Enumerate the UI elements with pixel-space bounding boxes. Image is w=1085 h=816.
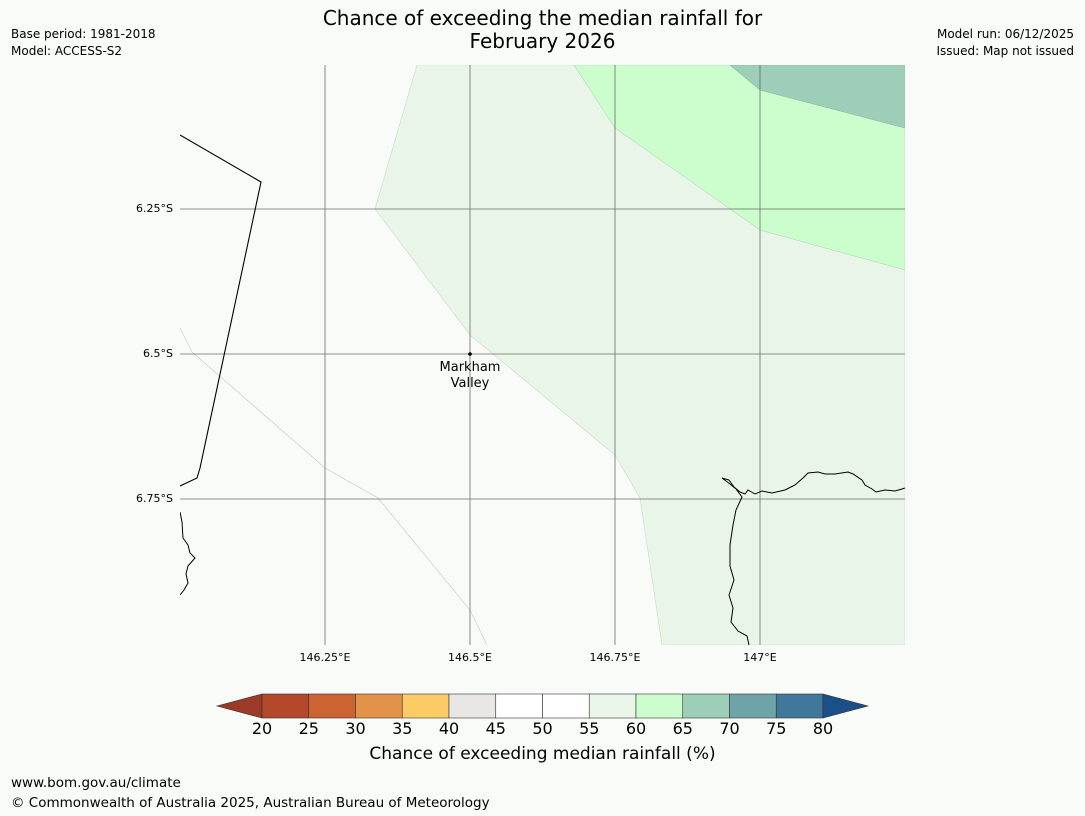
map-title-line2: February 2026 bbox=[469, 29, 616, 53]
map-title-line1: Chance of exceeding the median rainfall … bbox=[322, 6, 763, 30]
map-title: Chance of exceeding the median rainfall … bbox=[0, 7, 1085, 53]
lat-label-6-25: 6.25°S bbox=[136, 202, 173, 215]
place-marker bbox=[468, 352, 472, 356]
meta-right: Model run: 06/12/2025 Issued: Map not is… bbox=[936, 26, 1074, 60]
lon-label-147: 147°E bbox=[743, 651, 777, 664]
contour-line bbox=[180, 327, 488, 645]
colorbar-tick-label: 75 bbox=[766, 719, 787, 738]
lon-label-146-75: 146.75°E bbox=[589, 651, 641, 664]
colorbar-segment-35-40 bbox=[401, 693, 450, 719]
colorbar-segment-45-50 bbox=[495, 693, 543, 719]
colorbar-segment-20-25 bbox=[261, 693, 310, 719]
footer-copyright: © Commonwealth of Australia 2025, Austra… bbox=[11, 795, 490, 811]
colorbar-segment-55-60 bbox=[588, 693, 637, 719]
colorbar-tick-label: 45 bbox=[485, 719, 506, 738]
colorbar-tick-label: 40 bbox=[438, 719, 460, 738]
colorbar-tick-label: 65 bbox=[672, 719, 693, 738]
coastline-left bbox=[180, 511, 196, 596]
place-label-line1: Markham bbox=[439, 360, 501, 375]
graticule bbox=[180, 65, 905, 645]
place-label-line2: Valley bbox=[450, 376, 490, 391]
meta-left: Base period: 1981-2018 Model: ACCESS-S2 bbox=[11, 26, 156, 60]
colorbar-tick-label: 50 bbox=[532, 719, 553, 738]
colorbar-segment-40-45 bbox=[448, 693, 497, 719]
colorbar-segment-75-80 bbox=[775, 693, 824, 719]
colorbar-title: Chance of exceeding median rainfall (%) bbox=[369, 744, 716, 764]
probability-band-65-70 bbox=[729, 65, 905, 129]
lat-label-6-5: 6.5°S bbox=[143, 347, 173, 360]
colorbar-tick-label: 55 bbox=[579, 719, 600, 738]
colorbar-segment-70-75 bbox=[729, 693, 777, 719]
colorbar-tick-label: 30 bbox=[345, 719, 366, 738]
colorbar-tick-label: 25 bbox=[298, 719, 319, 738]
coastline-right bbox=[721, 471, 905, 645]
colorbar-extend-low bbox=[215, 693, 263, 719]
model-text: Model: ACCESS-S2 bbox=[11, 44, 123, 58]
place-label: Markham Valley bbox=[425, 360, 515, 392]
lon-label-146-5: 146.5°E bbox=[448, 651, 492, 664]
lat-label-6-75: 6.75°S bbox=[136, 492, 173, 505]
colorbar bbox=[215, 693, 870, 719]
boundary-line bbox=[180, 134, 262, 487]
issued-text: Issued: Map not issued bbox=[936, 44, 1074, 58]
colorbar-segment-30-35 bbox=[355, 693, 403, 719]
colorbar-tick-label: 70 bbox=[719, 719, 740, 738]
colorbar-extend-high bbox=[822, 693, 870, 719]
colorbar-segment-60-65 bbox=[635, 693, 684, 719]
colorbar-tick-label: 20 bbox=[251, 719, 273, 738]
lon-label-146-25: 146.25°E bbox=[299, 651, 351, 664]
colorbar-segment-65-70 bbox=[682, 693, 730, 719]
colorbar-segment-25-30 bbox=[308, 693, 356, 719]
colorbar-tick-label: 60 bbox=[625, 719, 647, 738]
model-run-text: Model run: 06/12/2025 bbox=[936, 27, 1074, 41]
colorbar-segment-50-55 bbox=[542, 693, 590, 719]
base-period-text: Base period: 1981-2018 bbox=[11, 27, 156, 41]
probability-band-60-65 bbox=[573, 65, 905, 271]
colorbar-tick-label: 35 bbox=[392, 719, 413, 738]
colorbar-tick-label: 80 bbox=[812, 719, 834, 738]
footer-url[interactable]: www.bom.gov.au/climate bbox=[11, 775, 181, 791]
